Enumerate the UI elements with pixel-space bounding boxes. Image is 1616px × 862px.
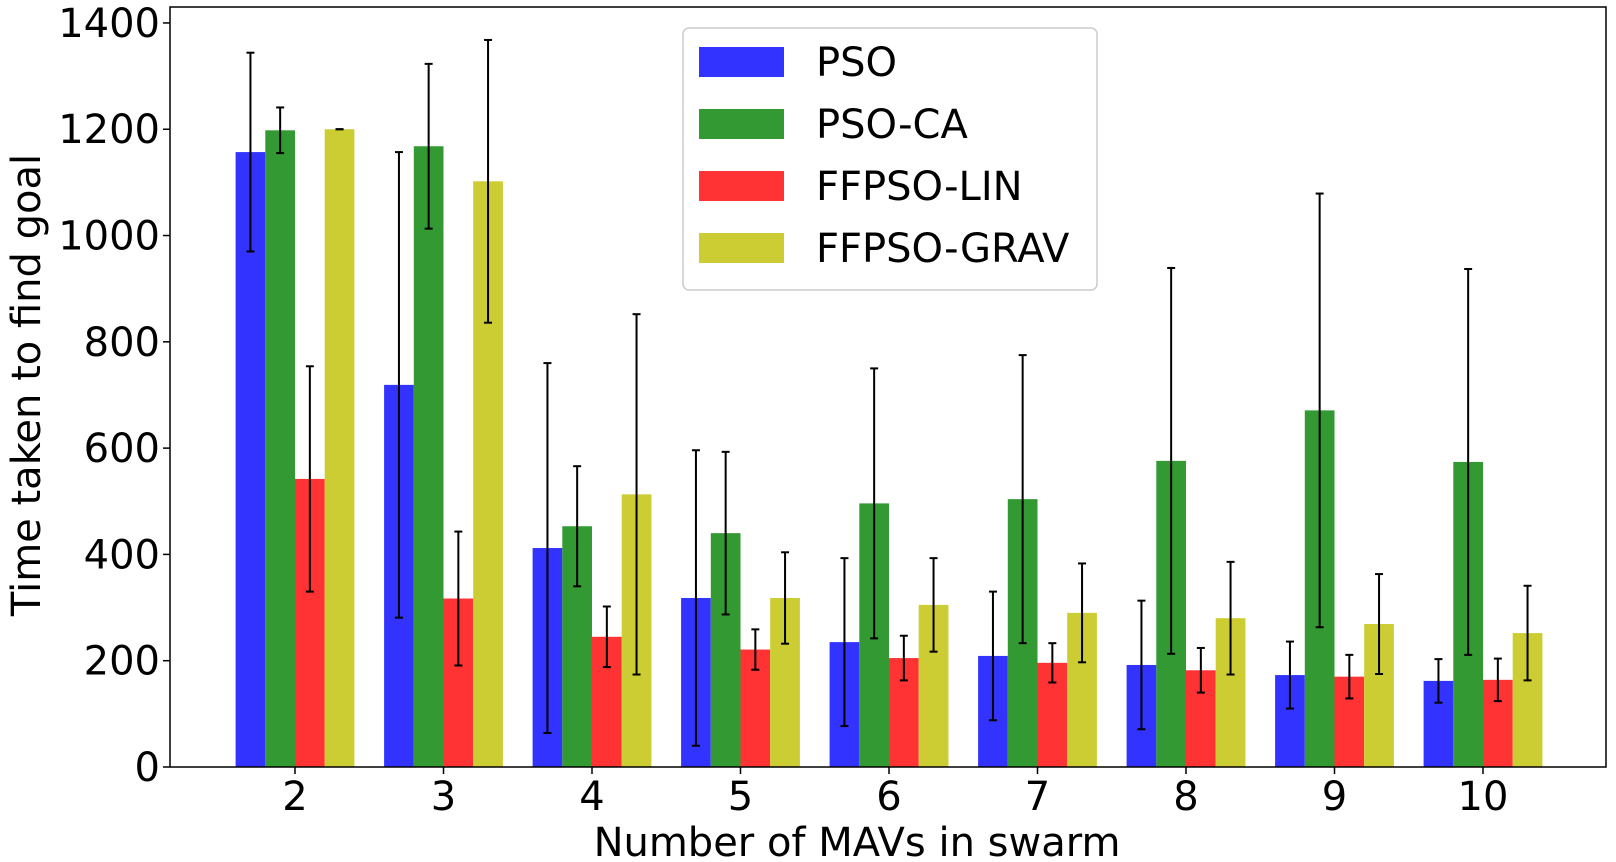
x-tick-label: 9 <box>1322 774 1347 820</box>
error-bar-pso-3 <box>394 151 403 619</box>
y-tick-label: 200 <box>84 639 160 685</box>
legend-label-pso: PSO <box>816 40 897 86</box>
error-bar-ffpso-lin-8 <box>1196 646 1205 694</box>
y-tick-label: 0 <box>135 745 160 791</box>
x-tick-label: 2 <box>282 774 307 820</box>
y-tick-label: 1000 <box>58 214 160 260</box>
error-bar-ffpso-lin-10 <box>1493 657 1502 703</box>
x-tick-label: 8 <box>1173 774 1198 820</box>
y-tick-label: 400 <box>84 532 160 578</box>
error-bar-pso-ca-10 <box>1464 268 1473 656</box>
error-bar-pso-2 <box>246 51 255 253</box>
bar-ffpso-grav-2 <box>324 129 355 768</box>
error-bar-pso-ca-2 <box>276 106 285 155</box>
y-axis: 0 200 400 600 800 1000 1200 1400 <box>58 1 170 791</box>
y-tick-label: 800 <box>84 320 160 366</box>
error-bar-ffpso-lin-4 <box>602 605 611 669</box>
error-bar-pso-ca-5 <box>721 450 730 616</box>
error-bar-pso-7 <box>988 590 997 722</box>
error-bar-pso-ca-4 <box>573 465 582 588</box>
error-bar-pso-ca-3 <box>424 62 433 230</box>
y-tick-label: 600 <box>84 426 160 472</box>
error-bar-pso-10 <box>1434 658 1443 704</box>
x-tick-label: 7 <box>1025 774 1050 820</box>
error-bar-pso-ca-7 <box>1018 354 1027 645</box>
legend-label-ffpso-lin: FFPSO-LIN <box>816 164 1023 210</box>
error-bar-pso-ca-8 <box>1167 266 1176 655</box>
y-tick-label: 1200 <box>58 107 160 153</box>
x-axis: 2 3 4 5 6 7 8 9 10 <box>282 767 1508 820</box>
error-bar-pso-ca-9 <box>1315 192 1324 629</box>
error-bar-ffpso-grav-6 <box>929 557 938 653</box>
error-bar-ffpso-lin-2 <box>305 365 314 593</box>
error-bar-ffpso-lin-3 <box>454 530 463 667</box>
error-bar-pso-9 <box>1285 640 1294 710</box>
error-bar-ffpso-lin-5 <box>751 628 760 671</box>
x-tick-label: 3 <box>431 774 456 820</box>
plot-area <box>169 6 1607 768</box>
legend-box <box>682 27 1098 291</box>
error-bar-pso-8 <box>1137 599 1146 731</box>
error-bar-ffpso-lin-6 <box>899 634 908 682</box>
bar-pso-2 <box>235 152 266 768</box>
x-axis-title: Number of MAVs in swarm <box>594 820 1121 862</box>
legend-label-ffpso-grav: FFPSO-GRAV <box>816 226 1070 272</box>
legend-swatch-ffpso-grav <box>699 233 784 263</box>
error-bar-ffpso-grav-4 <box>632 313 641 676</box>
error-bar-ffpso-grav-10 <box>1523 584 1532 682</box>
legend-swatch-pso <box>699 47 784 77</box>
x-tick-label: 6 <box>876 774 901 820</box>
bar-pso-ca-3 <box>413 146 444 768</box>
error-bar-ffpso-grav-7 <box>1078 562 1087 664</box>
y-axis-title: Time taken to find goal <box>4 154 50 617</box>
legend-label-pso-ca: PSO-CA <box>816 102 968 148</box>
error-bar-ffpso-grav-8 <box>1226 560 1235 676</box>
legend: PSO PSO-CA FFPSO-LIN FFPSO-GRAV <box>682 27 1098 291</box>
x-tick-label: 10 <box>1458 774 1509 820</box>
error-bar-ffpso-lin-7 <box>1048 642 1057 684</box>
x-tick-label: 4 <box>579 774 604 820</box>
bar-pso-ca-2 <box>265 130 295 768</box>
x-tick-label: 5 <box>728 774 753 820</box>
legend-swatch-pso-ca <box>699 109 784 139</box>
plot-frame <box>169 6 1607 768</box>
legend-swatch-ffpso-lin <box>699 171 784 201</box>
error-bar-pso-5 <box>691 449 700 747</box>
error-bar-pso-6 <box>840 557 849 728</box>
error-bar-pso-ca-6 <box>870 367 879 640</box>
error-bar-ffpso-lin-9 <box>1345 653 1354 700</box>
y-tick-label: 1400 <box>58 1 160 47</box>
error-bar-ffpso-grav-5 <box>781 551 790 645</box>
error-bar-ffpso-grav-9 <box>1375 573 1384 675</box>
error-bar-pso-4 <box>543 362 552 734</box>
error-bar-ffpso-grav-3 <box>484 38 493 324</box>
